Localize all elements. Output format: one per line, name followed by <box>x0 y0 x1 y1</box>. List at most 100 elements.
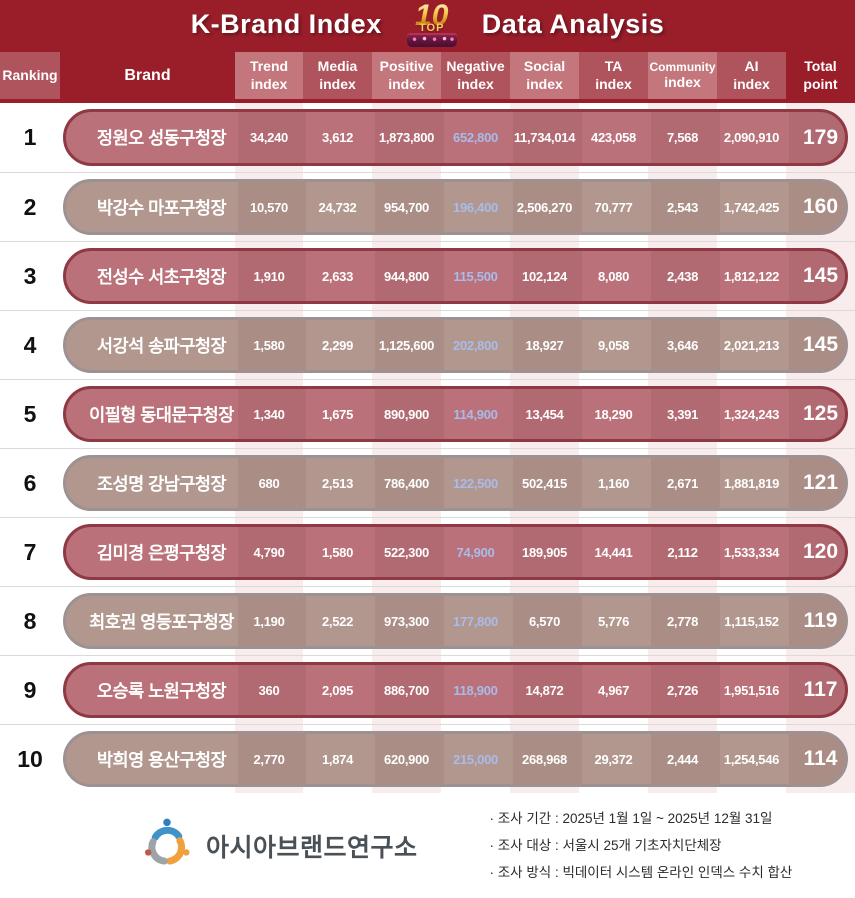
brand-name: 김미경 은평구청장 <box>96 542 227 563</box>
index-value: 786,400 <box>384 475 429 491</box>
index-value: 102,124 <box>522 268 567 284</box>
column-header-sublabel: index <box>250 75 288 92</box>
total-point-value: 121 <box>802 471 839 494</box>
index-value: 2,633 <box>321 268 354 284</box>
column-header-sublabel: index <box>388 75 425 92</box>
negative-index-value: 115,500 <box>453 268 498 284</box>
title-right: Data Analysis <box>481 8 665 39</box>
index-value: 1,160 <box>597 475 630 491</box>
index-value: 1,125,600 <box>378 337 435 353</box>
table-row-rank-8: 8 최호권 영등포구청장 1,190 2,522 973,300 177,800 6,5… <box>0 586 855 655</box>
index-value: 1,580 <box>321 544 354 560</box>
index-value: 1,874 <box>321 751 354 767</box>
column-header-sublabel: point <box>803 75 838 92</box>
total-point-value: 119 <box>803 609 838 632</box>
index-value: 890,900 <box>384 406 429 422</box>
index-value: 2,021,213 <box>723 337 780 353</box>
row-pill-background <box>63 179 848 235</box>
top10-number: 10 <box>400 1 464 31</box>
index-value: 4,967 <box>597 682 630 698</box>
index-value: 2,506,270 <box>516 199 573 215</box>
index-value: 18,290 <box>594 406 633 422</box>
index-value: 1,324,243 <box>723 406 780 422</box>
index-value: 1,910 <box>253 268 285 284</box>
index-value: 1,533,334 <box>723 544 780 560</box>
index-value: 2,778 <box>666 613 699 629</box>
column-header-label: Social <box>523 58 566 75</box>
index-value: 2,513 <box>321 475 354 491</box>
survey-note: · 조사 대상 : 서울시 25개 기초자치단체장 <box>489 838 722 853</box>
column-header-label: Brand <box>124 66 171 84</box>
index-value: 9,058 <box>597 337 630 353</box>
index-value: 954,700 <box>384 199 429 215</box>
index-value: 2,095 <box>321 682 354 698</box>
podium-icon <box>406 35 457 47</box>
index-value: 522,300 <box>384 544 429 560</box>
table-row-rank-10: 10 박희영 용산구청장 2,770 1,874 620,900 215,000 268… <box>0 724 855 793</box>
row-pill-background <box>63 248 848 304</box>
rank-value: 3 <box>23 262 37 289</box>
row-grid: 5 이필형 동대문구청장 1,340 1,675 890,900 114,900 13,… <box>0 380 855 448</box>
column-header-trend-index: Trend index <box>235 52 303 99</box>
column-header-ranking: Ranking <box>0 52 60 99</box>
index-value: 8,080 <box>597 268 630 284</box>
index-value: 944,800 <box>384 268 429 284</box>
row-pill-background <box>63 524 848 580</box>
total-point-value: 120 <box>802 540 839 563</box>
row-grid: 4 서강석 송파구청장 1,580 2,299 1,125,600 202,800 18… <box>0 311 855 379</box>
index-value: 973,300 <box>384 613 429 629</box>
column-header-label: Positive <box>379 58 434 75</box>
index-value: 3,646 <box>666 337 699 353</box>
row-pill-background <box>63 593 848 649</box>
index-value: 1,340 <box>253 406 285 422</box>
rank-value: 8 <box>23 607 37 634</box>
column-header-label: AI <box>744 58 759 75</box>
index-value: 13,454 <box>525 406 564 422</box>
title-left: K-Brand Index <box>190 8 382 39</box>
column-header-sublabel: index <box>526 75 563 92</box>
table-row-rank-5: 5 이필형 동대문구청장 1,340 1,675 890,900 114,900 13,… <box>0 379 855 448</box>
brand-name: 오승록 노원구청장 <box>96 680 227 701</box>
index-value: 1,812,122 <box>723 268 780 284</box>
index-value: 680 <box>258 475 280 491</box>
survey-notes: · 조사 기간 : 2025년 1월 1일 ~ 2025년 12월 31일 · 조… <box>490 805 793 886</box>
index-value: 2,090,910 <box>723 130 780 145</box>
column-header-sublabel: index <box>457 75 494 92</box>
negative-index-value: 177,800 <box>453 613 498 629</box>
column-header-total-point: Total point <box>786 52 855 99</box>
row-pill-background <box>63 731 848 787</box>
column-header-sublabel: index <box>319 75 356 92</box>
index-value: 3,612 <box>321 130 354 145</box>
table-row-rank-7: 7 김미경 은평구청장 4,790 1,580 522,300 74,900 189,9… <box>0 517 855 586</box>
index-value: 1,881,819 <box>723 475 780 491</box>
rank-value: 7 <box>23 538 37 565</box>
brand-name: 조성명 강남구청장 <box>96 473 227 494</box>
row-grid: 3 전성수 서초구청장 1,910 2,633 944,800 115,500 102,… <box>0 242 855 310</box>
index-value: 14,872 <box>525 682 564 698</box>
brand-name: 이필형 동대문구청장 <box>89 404 234 425</box>
index-value: 189,905 <box>522 544 567 560</box>
index-value: 14,441 <box>594 544 633 560</box>
row-pill-background <box>63 386 848 442</box>
total-point-value: 145 <box>802 333 839 356</box>
index-value: 268,968 <box>522 751 567 767</box>
negative-index-value: 74,900 <box>456 544 495 560</box>
rank-value: 10 <box>17 745 43 772</box>
index-value: 360 <box>258 682 280 698</box>
table-row-rank-1: 1 정원오 성동구청장 34,240 3,612 1,873,800 652,800 1… <box>0 103 855 172</box>
negative-index-value: 114,900 <box>453 406 498 422</box>
footer: 아시아브랜드연구소 · 조사 기간 : 2025년 1월 1일 ~ 2025년 … <box>0 793 855 898</box>
row-pill-background <box>63 455 848 511</box>
index-value: 2,112 <box>667 544 698 560</box>
column-header-sublabel: index <box>595 75 632 92</box>
rank-value: 9 <box>23 676 37 703</box>
row-grid: 6 조성명 강남구청장 680 2,513 786,400 122,500 502,41… <box>0 449 855 517</box>
index-value: 1,742,425 <box>723 199 780 215</box>
total-point-value: 145 <box>802 264 839 287</box>
column-header-positive-index: Positive index <box>372 52 441 99</box>
index-value: 6,570 <box>528 613 561 629</box>
column-header-ta-index: TA index <box>579 52 648 99</box>
index-value: 1,190 <box>253 613 285 629</box>
top10-word: TOP <box>419 22 445 34</box>
negative-index-value: 118,900 <box>453 682 498 698</box>
